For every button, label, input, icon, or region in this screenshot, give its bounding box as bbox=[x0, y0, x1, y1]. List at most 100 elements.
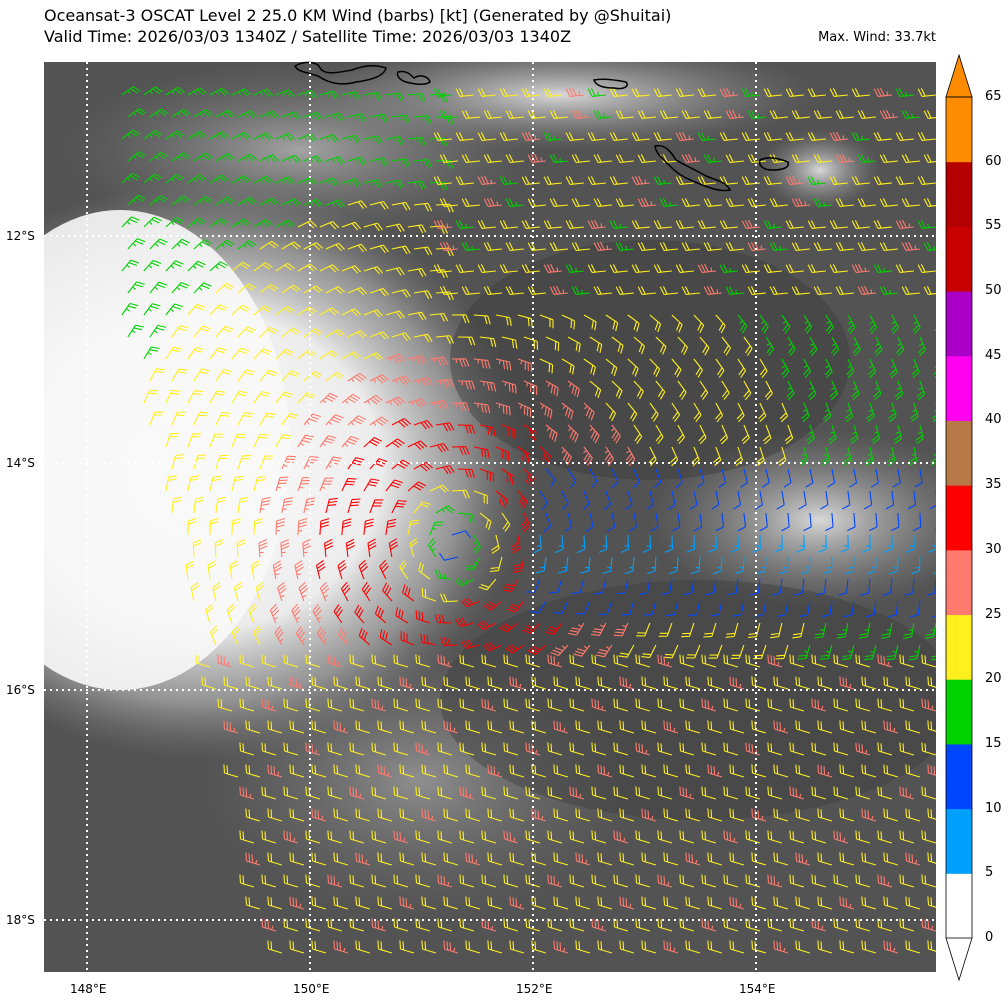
wind-barb bbox=[477, 264, 496, 273]
wind-barb bbox=[795, 720, 811, 734]
wind-barb bbox=[597, 720, 613, 734]
wind-barb bbox=[192, 539, 202, 558]
wind-barb bbox=[781, 512, 790, 532]
wind-barb bbox=[909, 600, 921, 618]
wind-barb bbox=[759, 314, 769, 334]
wind-barb bbox=[895, 88, 914, 97]
wind-barb bbox=[457, 336, 476, 346]
wind-barb bbox=[385, 479, 403, 492]
wind-barb bbox=[391, 418, 412, 428]
wind-barb bbox=[413, 158, 433, 168]
wind-barb bbox=[657, 698, 673, 712]
wind-barb bbox=[620, 534, 630, 554]
wind-barb bbox=[741, 219, 760, 229]
wind-barb bbox=[226, 603, 236, 624]
wind-barb bbox=[641, 720, 657, 734]
wind-barb bbox=[657, 830, 673, 844]
wind-barb bbox=[187, 130, 207, 140]
wind-barb bbox=[547, 874, 563, 888]
wind-barb bbox=[813, 154, 832, 163]
wind-barb bbox=[887, 600, 899, 618]
wind-barb bbox=[725, 242, 744, 251]
wind-barb bbox=[664, 534, 674, 553]
wind-barb bbox=[809, 336, 818, 357]
wind-barb bbox=[347, 415, 367, 426]
wind-barb bbox=[327, 786, 343, 800]
colorbar-tick-label: 0 bbox=[985, 930, 994, 945]
wind-barb bbox=[325, 456, 342, 470]
wind-barb bbox=[377, 852, 393, 866]
wind-barb bbox=[289, 676, 305, 690]
wind-barb bbox=[465, 808, 481, 822]
wind-barb bbox=[921, 874, 936, 888]
wind-barb bbox=[930, 655, 936, 661]
wind-barb bbox=[549, 154, 568, 163]
wind-barb bbox=[819, 644, 833, 660]
wind-barb bbox=[594, 578, 607, 595]
wind-barb bbox=[725, 622, 739, 638]
wind-barb bbox=[349, 742, 365, 756]
wind-barb bbox=[889, 556, 899, 575]
wind-barb bbox=[481, 742, 497, 756]
wind-barb bbox=[817, 808, 833, 822]
wind-barb bbox=[465, 720, 481, 734]
wind-barb bbox=[509, 808, 525, 822]
max-wind-label: Max. Wind: 33.7kt bbox=[818, 30, 936, 45]
wind-barb bbox=[591, 874, 607, 888]
wind-barb bbox=[512, 556, 525, 573]
wind-barb bbox=[319, 90, 339, 100]
wind-barb bbox=[729, 852, 745, 866]
wind-barb bbox=[407, 398, 428, 408]
wind-barb bbox=[637, 154, 656, 163]
wind-barb bbox=[143, 216, 162, 228]
wind-barb bbox=[455, 176, 474, 185]
wind-barb bbox=[698, 424, 707, 445]
wind-barb bbox=[591, 654, 607, 668]
wind-barb bbox=[813, 110, 832, 119]
wind-barb bbox=[217, 654, 233, 668]
wind-barb bbox=[839, 676, 855, 690]
wind-barb bbox=[435, 465, 455, 475]
wind-barb bbox=[349, 830, 365, 844]
wind-barb bbox=[909, 402, 919, 423]
wind-barb bbox=[545, 468, 556, 488]
wind-barb bbox=[530, 600, 547, 614]
wind-barb bbox=[627, 402, 638, 422]
colorbar-tick-label: 25 bbox=[985, 606, 1002, 622]
colorbar-band bbox=[946, 679, 972, 745]
wind-barb bbox=[885, 490, 895, 510]
wind-barb bbox=[523, 424, 537, 441]
wind-barb bbox=[363, 478, 380, 492]
wind-barb bbox=[633, 380, 644, 400]
wind-barb bbox=[275, 348, 294, 360]
wind-barb bbox=[239, 742, 255, 756]
wind-barb bbox=[734, 446, 744, 467]
wind-barb bbox=[377, 896, 393, 910]
wind-barb bbox=[553, 720, 569, 734]
wind-barb bbox=[443, 720, 459, 734]
wind-barb bbox=[927, 896, 936, 908]
wind-barb bbox=[272, 560, 283, 580]
wind-barb bbox=[848, 468, 858, 488]
wind-barb bbox=[479, 424, 496, 437]
wind-barb bbox=[333, 896, 349, 910]
wind-barb bbox=[619, 852, 635, 866]
wind-barb bbox=[615, 242, 634, 251]
wind-barb bbox=[795, 808, 811, 822]
wind-barb bbox=[429, 484, 450, 493]
wind-barb bbox=[333, 808, 349, 822]
wind-barb bbox=[799, 446, 809, 467]
wind-barb bbox=[641, 940, 657, 954]
wind-barb bbox=[509, 896, 525, 910]
wind-barb bbox=[655, 424, 664, 445]
wind-barb bbox=[495, 490, 508, 508]
wind-barb bbox=[455, 264, 474, 273]
wind-barb bbox=[413, 461, 433, 472]
wind-barb bbox=[894, 380, 904, 401]
wind-barb bbox=[275, 305, 295, 316]
wind-barb bbox=[229, 560, 239, 580]
wind-barb bbox=[345, 538, 355, 558]
wind-barb bbox=[277, 581, 287, 602]
wind-barb bbox=[807, 132, 826, 141]
wind-barb bbox=[839, 940, 855, 954]
